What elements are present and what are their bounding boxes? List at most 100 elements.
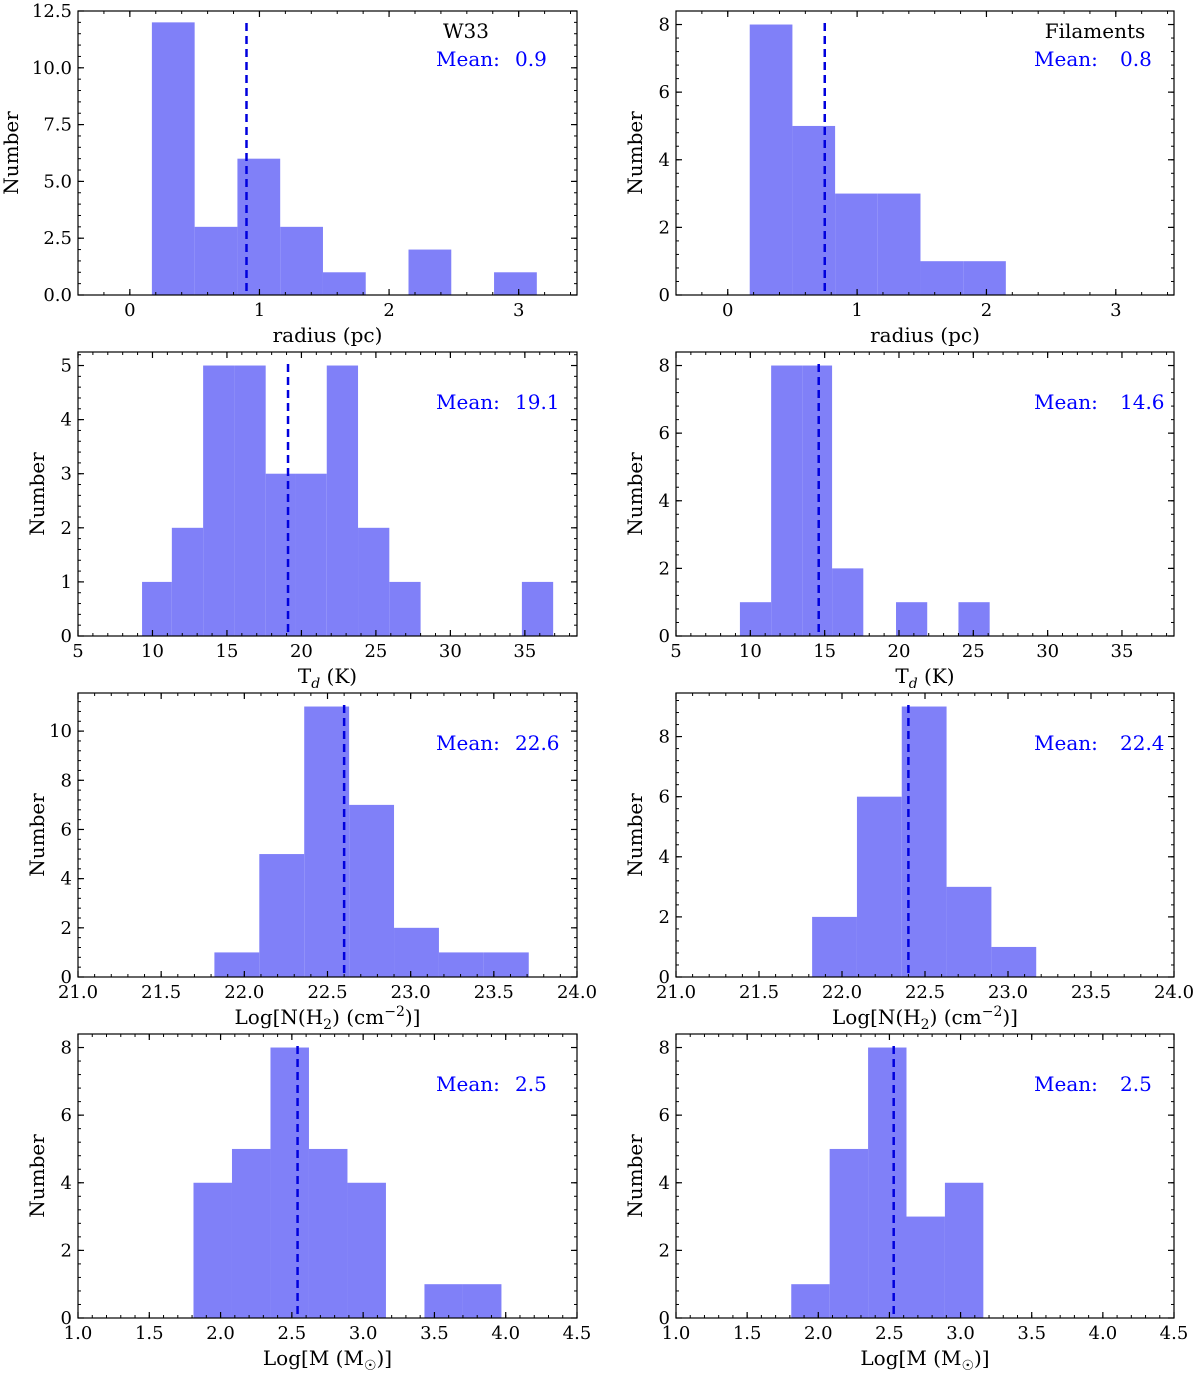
- x-axis-label-end: )]: [974, 1346, 990, 1370]
- histogram-bar: [349, 804, 395, 977]
- x-tick-label: 23.5: [474, 982, 514, 1003]
- x-tick-label: 22.5: [307, 982, 347, 1003]
- y-tick-label: 0: [61, 1308, 72, 1329]
- x-tick-label: 1.0: [64, 1323, 93, 1344]
- y-tick-label: 5.0: [43, 171, 72, 192]
- chart-panel-w33-radius: 0 1 2 3 0.0 2.5 5.0 7.5 10.0 12.5 Number radius (pc…: [0, 1, 578, 347]
- histogram-bar: [856, 796, 902, 977]
- x-tick-label: 2.0: [804, 1323, 833, 1344]
- x-axis-label-subscript: d: [909, 676, 918, 692]
- x-axis-label-end: )]: [1002, 1005, 1018, 1029]
- axes-frame: [77, 10, 578, 296]
- y-tick-label: 4: [61, 1173, 72, 1194]
- histogram-bar: [326, 365, 359, 636]
- mean-value: 19.1: [515, 390, 560, 414]
- x-tick-label: 5: [72, 641, 83, 662]
- histogram-bar: [394, 927, 439, 977]
- histogram-bar: [483, 952, 529, 977]
- panel-annotation: W33: [443, 19, 489, 43]
- histogram-bar: [739, 602, 772, 636]
- x-tick-label: 35: [1111, 641, 1134, 662]
- histogram-bar: [963, 261, 1006, 295]
- x-tick-label: 30: [439, 641, 462, 662]
- mean-label: Mean:: [436, 731, 500, 755]
- x-tick-label: 4.5: [1160, 1323, 1189, 1344]
- histogram-bar: [521, 581, 554, 636]
- histogram-bar: [322, 272, 366, 295]
- x-tick-label: 22.5: [905, 982, 945, 1003]
- axes-frame: [675, 10, 1175, 296]
- histogram-bar: [868, 1047, 907, 1318]
- histogram-bar: [424, 1284, 463, 1318]
- x-tick-label: 10: [739, 641, 762, 662]
- panel-annotation: Filaments: [1045, 19, 1146, 43]
- histogram-bar: [237, 158, 281, 295]
- mean-value: 2.5: [515, 1072, 547, 1096]
- x-tick-label: 4.0: [491, 1323, 520, 1344]
- x-tick-label: 15: [216, 641, 239, 662]
- y-tick-label: 7.5: [43, 115, 72, 136]
- x-tick-label: 2.5: [278, 1323, 307, 1344]
- chart-panel-w33-td: 5 10 15 20 25 30 35 0 1 2 3 4 5 Number Td (K) Mean: 19.1: [25, 351, 578, 692]
- histogram-bar: [812, 916, 857, 977]
- y-tick-label: 2.5: [43, 228, 72, 249]
- x-tick-label: 1.5: [135, 1323, 164, 1344]
- y-tick-label: 2: [659, 217, 670, 238]
- histogram-bar: [802, 365, 833, 636]
- histogram-bar: [151, 22, 195, 296]
- x-axis-label-end: )]: [405, 1005, 421, 1029]
- histogram-bar: [295, 473, 327, 636]
- axes-frame: [77, 1033, 578, 1319]
- axes-frame: [675, 351, 1175, 637]
- y-tick-label: 0.0: [43, 285, 72, 306]
- x-tick-label: 1: [851, 300, 862, 321]
- chart-panel-w33-mass: 1.0 1.5 2.0 2.5 3.0 3.5 4.0 4.5 0 2 4 6 8 Number Log[M…: [25, 1033, 591, 1373]
- x-axis-label: Td (K): [895, 664, 954, 692]
- mean-label: Mean:: [1034, 390, 1098, 414]
- histogram-bar: [835, 193, 878, 295]
- x-tick-label: 20: [290, 641, 313, 662]
- y-tick-label: 10: [49, 721, 72, 742]
- x-tick-label: 15: [813, 641, 836, 662]
- histogram-bar: [958, 602, 990, 636]
- x-tick-label: 21.0: [58, 982, 98, 1003]
- mean-label: Mean:: [1034, 731, 1098, 755]
- histogram-bar: [265, 473, 296, 636]
- histogram-bar: [829, 1148, 869, 1318]
- histogram-bar: [214, 952, 260, 977]
- y-tick-label: 2: [61, 518, 72, 539]
- x-axis-label-rest: (K): [320, 664, 357, 688]
- y-axis-label: Number: [25, 793, 49, 877]
- x-tick-label: 22.0: [224, 982, 264, 1003]
- mean-value: 0.9: [515, 47, 547, 71]
- y-tick-label: 6: [61, 819, 72, 840]
- x-tick-label: 23.0: [988, 982, 1028, 1003]
- x-tick-label: 1: [254, 300, 265, 321]
- chart-panel-filaments-mass: 1.0 1.5 2.0 2.5 3.0 3.5 4.0 4.5 0 2 4 6 8 Number Log[M…: [623, 1033, 1189, 1373]
- y-tick-label: 8: [659, 727, 670, 748]
- x-axis-label-mid: ) (cm: [332, 1005, 384, 1029]
- x-tick-label: 25: [962, 641, 985, 662]
- x-tick-label: 1.0: [662, 1323, 691, 1344]
- histogram-bar: [920, 261, 964, 295]
- x-tick-label: 4.0: [1089, 1323, 1118, 1344]
- y-tick-label: 8: [659, 356, 670, 377]
- y-tick-label: 1: [61, 572, 72, 593]
- y-tick-label: 10.0: [32, 58, 72, 79]
- y-tick-label: 8: [659, 15, 670, 36]
- y-tick-label: 2: [61, 1240, 72, 1261]
- y-tick-label: 0: [659, 285, 670, 306]
- x-axis-label: Log[N(H2) (cm−2)]: [832, 1004, 1018, 1033]
- x-tick-label: 23.0: [391, 982, 431, 1003]
- x-tick-label: 2: [383, 300, 394, 321]
- y-tick-label: 6: [61, 1105, 72, 1126]
- histogram-bar: [142, 581, 172, 636]
- x-tick-label: 35: [513, 641, 536, 662]
- y-axis-label: Number: [623, 1134, 647, 1218]
- x-tick-label: 3: [513, 300, 524, 321]
- y-axis-label: Number: [623, 111, 647, 195]
- y-tick-label: 4: [61, 869, 72, 890]
- x-tick-label: 24.0: [557, 982, 597, 1003]
- y-tick-label: 2: [61, 918, 72, 939]
- x-axis-label-subscript: 2: [921, 1017, 930, 1033]
